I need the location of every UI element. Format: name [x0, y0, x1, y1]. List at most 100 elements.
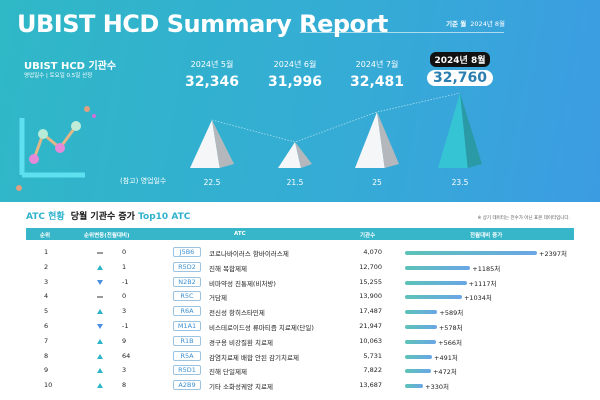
- days-value: 23.5: [451, 178, 469, 187]
- atc-code[interactable]: R5A: [173, 350, 201, 361]
- table-row: 5 3 R6A 전신성 항히스타민제 17,487 +589처: [26, 304, 574, 319]
- rank: 5: [44, 307, 49, 316]
- trend-same-icon: [97, 252, 103, 254]
- trend-same-icon: [97, 296, 103, 299]
- institution-count: 4,070: [363, 248, 382, 256]
- institution-count: 5,731: [363, 351, 382, 360]
- institution-count: 10,063: [359, 336, 382, 345]
- increase-label: +578처: [438, 324, 463, 332]
- chart-illustration-icon: [16, 106, 96, 191]
- table-row: 2 1 R5D2 진해 복합제제 12,700 +1185처: [26, 260, 574, 275]
- atc-name: 전신성 항히스타민제: [209, 309, 265, 318]
- col-count: 기관수: [360, 233, 376, 239]
- increase-bar: [405, 339, 437, 344]
- table-row: 7 9 R1B 경구용 비강질환 치료제 10,063 +566처: [26, 334, 574, 349]
- month-label: 2024년 6월: [273, 60, 317, 69]
- rank-change: -1: [122, 322, 129, 330]
- increase-label: +472처: [432, 368, 457, 377]
- rank-change: 9: [122, 336, 127, 345]
- month-summary: 2024년 6월 31,996: [250, 52, 340, 90]
- section-subtitle: 당월 기관수 증가: [70, 212, 135, 222]
- increase-label: +330처: [425, 383, 450, 392]
- basis-month: 기준 월 2024년 8월: [446, 18, 505, 28]
- rank-change: 3: [122, 366, 127, 375]
- hcd-subtitle: 영업일수 | 토요일 0.5일 산정: [24, 73, 93, 79]
- rank-change: 0: [122, 292, 127, 301]
- increase-label: +589처: [439, 309, 464, 318]
- rank: 1: [44, 248, 49, 256]
- atc-code[interactable]: R5C: [173, 291, 201, 302]
- month-label: 2024년 7월: [355, 60, 399, 69]
- table-row: 8 64 R5A 감염치료제 배합 안된 감기치료제 5,731 +491처: [26, 349, 574, 364]
- rank-change: 64: [122, 351, 131, 360]
- increase-label: +2397처: [539, 250, 567, 258]
- atc-name: 기타 소화성궤양 치료제: [209, 383, 273, 392]
- increase-bar: [405, 251, 537, 255]
- rank-change: 8: [122, 381, 127, 390]
- title-divider: [300, 32, 504, 33]
- institution-count: 12,700: [359, 262, 382, 271]
- month-value: 32,481: [349, 74, 405, 90]
- increase-label: +1034처: [463, 294, 492, 303]
- increase-label: +491처: [434, 353, 458, 362]
- month-label: 2024년 5월: [190, 60, 234, 69]
- institution-count: 13,687: [359, 381, 382, 390]
- rank: 2: [44, 262, 49, 271]
- pyramid: [355, 112, 399, 168]
- rank: 10: [44, 381, 53, 390]
- atc-code[interactable]: R1B: [173, 335, 201, 346]
- days-value: 21.5: [286, 178, 304, 187]
- atc-name: 진해 단일제제: [209, 368, 247, 377]
- pyramid-chart: [16, 92, 482, 191]
- rank: 7: [44, 336, 49, 345]
- col-change: 순위변동(전월대비): [84, 233, 130, 239]
- increase-label: +566처: [438, 338, 462, 347]
- atc-name: 비스테로이드성 류마티즘 치료제(단일): [209, 324, 314, 332]
- increase-bar: [405, 310, 438, 315]
- increase-bar: [405, 325, 437, 329]
- pyramid: [278, 142, 312, 168]
- hcd-title: UBIST HCD 기관수: [24, 61, 117, 72]
- days-label: (참고) 영업일수: [120, 177, 167, 185]
- atc-code[interactable]: R6A: [173, 306, 201, 317]
- sample-note: ※ 상기 데이터는 전수가 아닌 표본 데이터입니다.: [477, 216, 570, 221]
- institution-count: 7,822: [363, 366, 382, 375]
- atc-code[interactable]: M1A1: [173, 321, 201, 331]
- atc-code[interactable]: J5B6: [173, 247, 201, 257]
- rank: 9: [44, 366, 49, 375]
- trend-up-icon: [97, 368, 103, 374]
- col-increase: 전월대비 증가: [470, 233, 503, 239]
- atc-name: 거담제: [209, 294, 227, 303]
- atc-name: 코로나바이러스 항바이러스제: [209, 250, 289, 258]
- summary-hero: [0, 0, 600, 202]
- atc-section-title: ATC 현황 당월 기관수 증가 Top10 ATC: [26, 209, 190, 222]
- month-value: 32,760: [426, 70, 494, 86]
- trend-down-icon: [97, 279, 103, 285]
- atc-code[interactable]: N2B2: [173, 276, 201, 287]
- month-summary: 2024년 7월 32,481: [332, 52, 422, 90]
- table-row: 4 0 R5C 거담제 13,900 +1034처: [26, 289, 574, 304]
- rank: 3: [44, 277, 49, 286]
- trend-up-icon: [97, 383, 103, 389]
- pyramid: [190, 120, 234, 168]
- atc-name: 경구용 비강질환 치료제: [209, 338, 273, 347]
- month-summary: 2024년 5월 32,346: [167, 52, 257, 90]
- trend-line: [211, 92, 461, 143]
- atc-code[interactable]: A2B9: [173, 380, 201, 391]
- table-row: 3 -1 N2B2 비마약성 진통제(비처방) 15,255 +1117처: [26, 275, 574, 290]
- increase-bar: [405, 280, 467, 285]
- atc-code[interactable]: R5D2: [173, 261, 201, 272]
- rank-change: 3: [122, 307, 127, 316]
- days-value: 22.5: [203, 178, 221, 187]
- table-row: 10 8 A2B9 기타 소화성궤양 치료제 13,687 +330처: [26, 378, 574, 393]
- table-header: 순위 순위변동(전월대비) ATC 기관수 전월대비 증가: [26, 228, 574, 240]
- table-row: 1 0 J5B6 코로나바이러스 항바이러스제 4,070 +2397처: [26, 245, 574, 260]
- pyramid: [438, 93, 482, 168]
- rank-change: 0: [122, 248, 127, 256]
- increase-bar: [405, 354, 433, 359]
- section-accent: Top10 ATC: [138, 212, 191, 222]
- table-row: 6 -1 M1A1 비스테로이드성 류마티즘 치료제(단일) 21,947 +5…: [26, 319, 574, 334]
- trend-down-icon: [97, 324, 103, 329]
- month-label: 2024년 8월: [430, 52, 490, 67]
- atc-code[interactable]: R5D1: [173, 365, 201, 376]
